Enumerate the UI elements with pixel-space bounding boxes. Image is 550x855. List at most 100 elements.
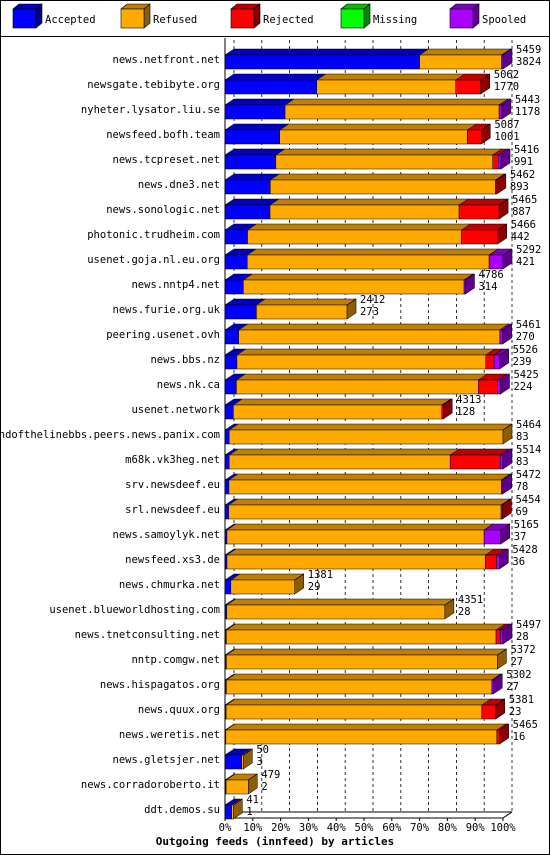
bar-segment [499,723,509,731]
total-label: 5165 [514,519,539,531]
bar-segment [233,798,243,806]
y-tick-label: ddt.demos.su [144,804,220,816]
bar-front [224,454,230,470]
total-label: 4786 [478,269,503,281]
total-label: 5425 [513,369,538,381]
bar-front [499,329,503,345]
total-label: 5462 [510,169,535,181]
bar-front [224,404,234,420]
bar-front [226,654,498,670]
y-tick-label: news.sonologic.net [106,204,220,216]
bar-segment [242,273,474,295]
bar-segment [481,698,506,720]
y-tick-label: srl.newsdeef.eu [125,504,220,516]
bar-top [226,523,494,531]
bar-side [502,323,512,345]
bar-front [238,329,501,345]
y-tick-label: news.nntp4.net [131,279,220,291]
accepted-label: 991 [514,156,533,168]
bar-segment [498,198,509,206]
bar-front [228,479,502,495]
accepted-label: 1 [246,806,252,818]
total-label: 5292 [516,244,541,256]
bar-top [236,348,496,356]
bar-top [418,48,512,56]
bar-segment [481,123,491,131]
bar-front [224,579,232,595]
y-tick-label: news.bbs.nz [150,354,220,366]
y-tick-label: news.chmurka.net [119,579,220,591]
bar-segment [224,173,281,195]
bar-segment [227,498,511,520]
y-tick-label: photonic.trudheim.com [87,229,220,241]
bar-top [225,648,508,656]
bar-top [225,623,506,631]
legend-label: Spooled [482,14,526,26]
bar-segment [500,473,513,495]
bar-top [269,173,506,181]
bar-side [502,473,512,495]
bar-segment [497,648,507,656]
bar-top [232,398,452,406]
bar-segment [444,598,455,606]
accepted-label: 83 [516,456,529,468]
bar-segment [224,198,280,220]
bar-segment [502,498,512,506]
bar-segment [224,298,267,320]
bar-front [498,154,502,170]
bar-top [228,473,512,481]
bar-front [230,579,296,595]
bar-top [255,298,357,306]
y-tick-label: endofthelinebbs.peers.news.panix.com [0,429,220,441]
bar-segment [499,323,513,345]
bar-front [224,254,248,270]
y-tick-label: news.quux.org [138,704,220,716]
bar-front [478,379,498,395]
bar-segment [499,623,513,645]
total-label: 5459 [516,44,541,56]
accepted-label: 314 [478,281,497,293]
bar-front [499,629,504,645]
bar-segment [460,223,508,245]
bar-segment [496,373,511,395]
bar-top [225,723,507,731]
bar-front [269,204,460,220]
bar-top [230,573,305,581]
bar-top [224,173,281,181]
bar-front [499,454,504,470]
bar-segment [488,248,513,270]
bar-top [233,798,243,806]
accepted-label: 893 [510,181,529,193]
bar-top [224,98,295,106]
bar-segment [269,173,506,195]
bar-segment [243,748,253,756]
bar-front [224,304,257,320]
y-tick-label: usenet.goja.nl.eu.org [87,254,220,266]
bar-front [492,154,499,170]
bar-front [483,529,502,545]
total-label: 5472 [516,469,541,481]
legend-label: Refused [153,14,197,26]
bar-side [502,248,513,270]
bar-top [443,398,453,406]
bar-segment [224,123,290,145]
y-tick-label: news.nk.ca [157,379,220,391]
total-label: 5302 [506,669,531,681]
bar-top [346,298,357,306]
bar-top [284,98,509,106]
legend-label: Missing [373,14,417,26]
y-tick-label: news.hispagatos.org [100,679,220,691]
total-label: 5087 [494,119,519,131]
bar-side [493,673,503,695]
bar-segment [495,548,510,570]
x-tick-label: 40% [327,822,347,834]
bar-segment [443,398,453,406]
bar-segment [315,73,466,95]
legend-label: Accepted [45,14,96,26]
bar-segment [497,148,511,170]
bar-front [224,804,232,820]
y-tick-label: news.netfront.net [113,54,220,66]
bar-front [481,704,497,720]
bar-front [256,304,348,320]
bar-front [224,504,229,520]
